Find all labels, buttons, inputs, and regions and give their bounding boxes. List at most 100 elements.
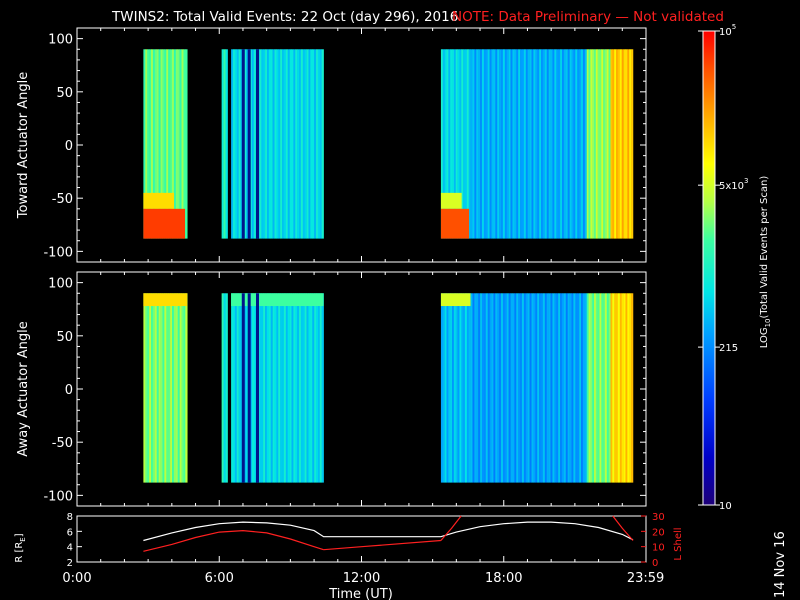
heatmap-cell [466, 293, 470, 483]
heatmap-cell [495, 49, 498, 239]
heatmap-cell [185, 49, 188, 239]
lshell-line [323, 539, 441, 551]
heatmap-cell [310, 293, 313, 483]
heatmap-cell [272, 49, 275, 239]
heatmap-cell [529, 293, 532, 483]
heatmap-cell [300, 49, 304, 239]
heatmap-cell [168, 49, 171, 239]
heatmap-cell [537, 49, 540, 239]
heatmap-cell [535, 293, 538, 483]
radius-line [143, 521, 634, 542]
heatmap-cell [234, 49, 238, 239]
heatmap-cell [241, 49, 245, 239]
heatmap-cell [164, 49, 167, 239]
heatmap-cell [617, 293, 621, 483]
heatmap-cell [595, 49, 598, 239]
heatmap-cell [162, 49, 165, 239]
heatmap-cell [154, 49, 158, 239]
heatmap-cell [236, 49, 239, 239]
heatmap-cell [631, 49, 634, 239]
heatmap-cell [546, 293, 549, 483]
y-tick-label-right: 30 [652, 512, 665, 523]
heatmap-cell [480, 293, 483, 483]
heatmap-cell [590, 293, 593, 483]
heatmap-cell [616, 49, 619, 239]
heatmap-cell [487, 49, 490, 239]
heatmap-cell [166, 49, 169, 239]
orbit-lines [143, 515, 634, 552]
heatmap-cell [508, 49, 511, 239]
heatmap-cell [168, 293, 171, 483]
orbit-plot-frame [76, 515, 647, 563]
heatmap-cell [278, 49, 281, 239]
heatmap-cell [474, 49, 477, 239]
x-tick-label: 0:00 [62, 571, 91, 586]
heatmap-cell [597, 49, 600, 239]
heatmap-cell [518, 49, 521, 239]
heatmap-cell [612, 49, 615, 239]
heatmap-cell [259, 49, 262, 239]
colorbar-label: LOG10(Total Valid Events per Scan) [759, 176, 772, 349]
heatmap-cell [604, 293, 608, 483]
heatmap-cell [440, 293, 444, 483]
heatmap-cell [571, 49, 574, 239]
heatmap-cell [510, 293, 513, 483]
heatmap-cell [569, 293, 572, 483]
heatmap-cell [631, 293, 634, 483]
heatmap-cell [544, 49, 548, 239]
heatmap-cell [521, 293, 525, 483]
heatmap-cell [287, 49, 290, 239]
heatmap-cell [232, 49, 236, 239]
heatmap-cell [537, 293, 540, 483]
away-ylabel: Away Actuator Angle [16, 321, 31, 456]
heatmap-cell [563, 49, 567, 239]
heatmap-cell [177, 49, 180, 239]
heatmap-cell [491, 293, 494, 483]
heatmap-cell [223, 293, 226, 483]
heatmap-cell [459, 49, 462, 239]
heatmap-cell [457, 293, 460, 483]
heatmap-cell [590, 49, 593, 239]
heatmap-cell [548, 293, 551, 483]
heatmap-cell [306, 49, 309, 239]
heatmap-cell [446, 49, 449, 239]
heatmap-cell [160, 49, 163, 239]
r-axis-label: R [RE] [14, 533, 27, 562]
heatmap-cell [533, 293, 536, 483]
heatmap-cell [483, 49, 487, 239]
heatmap-cell [485, 293, 488, 483]
heatmap-cell [560, 49, 563, 239]
heatmap-cell [145, 49, 148, 239]
heatmap-cell [518, 293, 521, 483]
heatmap-cell [468, 293, 471, 483]
heatmap-cell [497, 293, 500, 483]
heatmap-cell [544, 293, 548, 483]
heatmap-cell [156, 49, 159, 239]
heatmap-cell [606, 293, 609, 483]
heatmap-cell [455, 293, 458, 483]
heatmap-cell [527, 49, 530, 239]
heatmap-cell [143, 293, 146, 483]
heatmap-cell [289, 49, 292, 239]
x-tick-label: 18:00 [485, 571, 522, 586]
heatmap-cell [603, 49, 606, 239]
heatmap-cell [287, 293, 290, 483]
colorbar-tick-label: 5x103 [719, 177, 748, 192]
heatmap-cell [582, 293, 586, 483]
heatmap-cell [238, 293, 241, 483]
heatmap-cell [487, 293, 490, 483]
heatmap-cell [514, 49, 517, 239]
heatmap-cell [463, 293, 466, 483]
heatmap-cell [302, 293, 305, 483]
heatmap-cell [310, 49, 313, 239]
heatmap-cell [268, 293, 272, 483]
heatmap-cell [291, 49, 294, 239]
heatmap-cell [289, 293, 292, 483]
heatmap-cell [282, 49, 285, 239]
heatmap-cell [162, 293, 165, 483]
heatmap-cell [152, 49, 156, 239]
y-tick-label: -50 [52, 436, 73, 451]
lshell-line [143, 529, 324, 552]
heatmap-cell [599, 293, 602, 483]
